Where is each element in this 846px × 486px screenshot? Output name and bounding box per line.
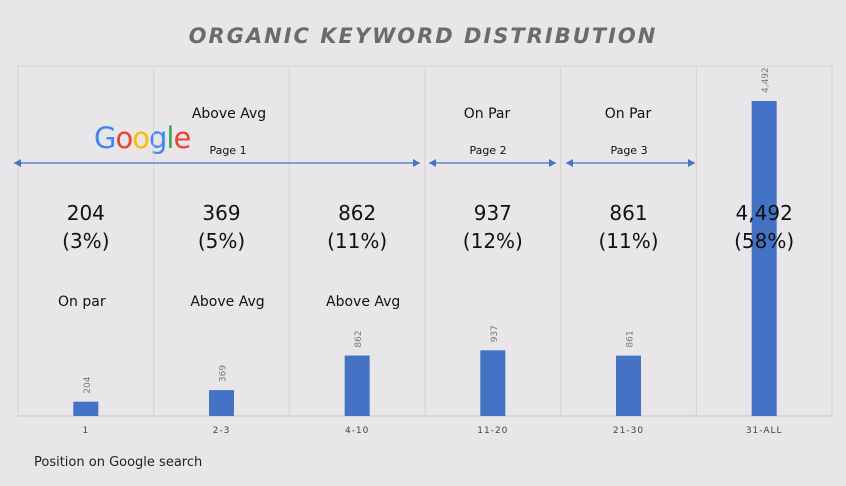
percent-label: (58%) <box>734 229 794 253</box>
x-tick-label: 2-3 <box>213 426 231 436</box>
google-logo-letter-l: l <box>166 121 174 155</box>
arrowhead-right <box>413 159 420 167</box>
google-logo-letter-o1: o <box>115 121 133 155</box>
arrowhead-left <box>429 159 436 167</box>
bar-value-label: 4,492 <box>761 67 771 93</box>
bar <box>209 390 234 416</box>
bar-value-label: 369 <box>219 365 229 382</box>
arrowhead-right <box>549 159 556 167</box>
count-label: 862 <box>338 201 376 225</box>
count-label: 937 <box>474 201 512 225</box>
google-logo-letter-o2: o <box>132 121 150 155</box>
bar <box>616 355 641 416</box>
page-label: Page 3 <box>610 144 647 157</box>
count-label: 369 <box>202 201 240 225</box>
bar-value-label: 862 <box>354 330 364 347</box>
bar <box>480 350 506 416</box>
bar-value-label: 204 <box>83 376 93 393</box>
rating-label: Above Avg <box>192 106 266 122</box>
x-axis-title: Position on Google search <box>34 455 203 470</box>
arrowhead-right <box>688 159 695 167</box>
percent-label: (11%) <box>598 229 658 253</box>
count-label: 861 <box>609 201 647 225</box>
count-label: 4,492 <box>736 201 793 225</box>
rating-label: On Par <box>464 106 511 122</box>
google-logo-letter-e: e <box>173 121 191 155</box>
x-tick-label: 31-ALL <box>746 426 783 436</box>
x-tick-label: 11-20 <box>477 426 508 436</box>
percent-label: (3%) <box>62 229 109 253</box>
arrowhead-left <box>14 159 21 167</box>
chart-title: ORGANIC KEYWORD DISTRIBUTION <box>188 24 658 48</box>
percent-label: (5%) <box>198 229 245 253</box>
percent-label: (11%) <box>327 229 387 253</box>
rating-label: Above Avg <box>190 294 264 310</box>
arrowhead-left <box>566 159 573 167</box>
bar <box>344 355 370 416</box>
rating-label: On par <box>58 294 106 310</box>
bar-value-label: 937 <box>490 325 500 342</box>
rating-label: Above Avg <box>326 294 400 310</box>
page-label: Page 1 <box>209 144 246 157</box>
x-tick-label: 4-10 <box>345 426 369 436</box>
x-tick-label: 1 <box>82 426 89 436</box>
google-logo-letter-g: G <box>94 121 117 155</box>
page-label: Page 2 <box>469 144 506 157</box>
x-tick-label: 21-30 <box>613 426 644 436</box>
rating-label: On Par <box>605 106 652 122</box>
bar-value-label: 861 <box>626 330 636 347</box>
bar <box>73 401 99 416</box>
bar <box>751 101 777 416</box>
count-label: 204 <box>67 201 105 225</box>
percent-label: (12%) <box>463 229 523 253</box>
